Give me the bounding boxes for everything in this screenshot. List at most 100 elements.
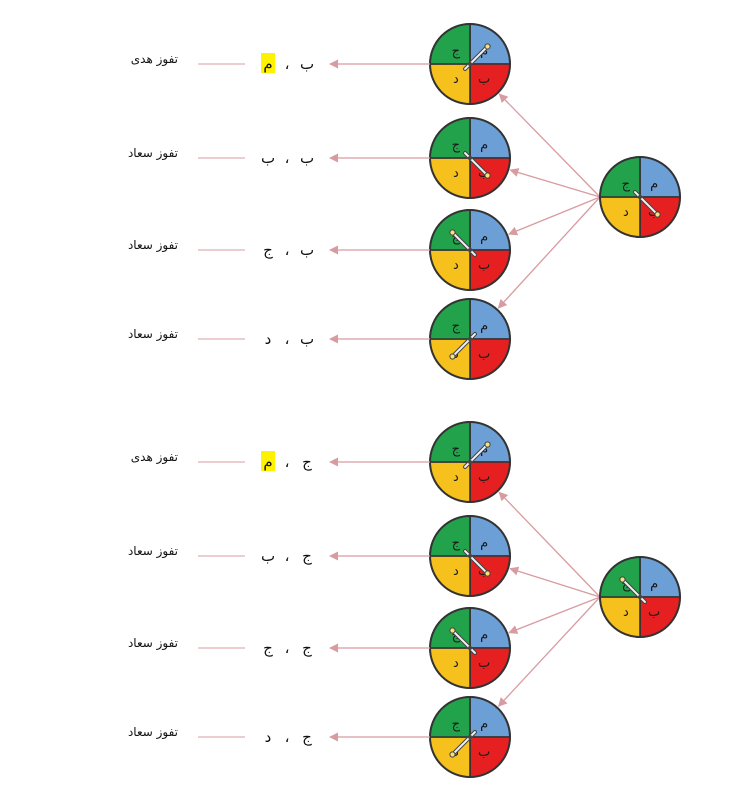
sector-label: ب (478, 258, 490, 273)
branch-arrow (508, 596, 601, 634)
result-label: تفوز سعاد (128, 327, 178, 342)
branch-arrow (509, 168, 601, 198)
sector-label: د (623, 605, 629, 620)
spinner-hub (468, 646, 472, 650)
sector-label: د (623, 205, 629, 220)
sector-label: ج (452, 138, 461, 153)
branch-arrow (497, 196, 601, 309)
pointer-tip (449, 353, 456, 360)
branch-arrow (497, 596, 601, 707)
outcome-first: ب (300, 149, 314, 167)
outcome-comma: ، (285, 728, 290, 746)
spinner-hub (468, 248, 472, 252)
pointer-tip (484, 172, 491, 179)
result-label: تفوز سعاد (128, 146, 178, 161)
sector-label: د (453, 258, 459, 273)
result-label: تفوز سعاد (128, 725, 178, 740)
outcome-second: د (265, 330, 272, 348)
sector-label: ج (622, 177, 631, 192)
outcome-first: ج (302, 639, 312, 658)
spinner-rim (599, 556, 681, 638)
sector-label: د (453, 656, 459, 671)
sector-label: ب (648, 605, 660, 620)
highlight-mark (261, 53, 275, 73)
branch-arrow (498, 491, 601, 598)
sector-label: ج (452, 442, 461, 457)
outcome-first: ب (300, 330, 314, 348)
sector-label: د (453, 564, 459, 579)
sector-label: م (650, 577, 658, 592)
sector-label: م (480, 319, 488, 334)
outcome-comma: ، (285, 241, 290, 259)
sector-label: د (453, 470, 459, 485)
result-label: تفوز سعاد (128, 636, 178, 651)
sector-label: د (453, 166, 459, 181)
sector-label: ب (478, 72, 490, 87)
outcome-second: م (263, 55, 272, 73)
outcome-second: د (265, 728, 272, 746)
sector-label: م (480, 536, 488, 551)
sector-label: م (480, 230, 488, 245)
sector-label: م (480, 717, 488, 732)
outcome-comma: ، (285, 639, 290, 657)
outcome-second: ب (261, 547, 275, 565)
sector-label: د (453, 72, 459, 87)
sector-label: ب (478, 470, 490, 485)
outcome-comma: ، (285, 330, 290, 348)
result-label: تفوز هدى (131, 52, 178, 67)
pointer-tip (449, 751, 456, 758)
sector-label: م (480, 628, 488, 643)
sector-label: ج (452, 717, 461, 732)
sector-label: ج (452, 536, 461, 551)
spinner-hub (468, 156, 472, 160)
pointer-tip (484, 570, 491, 577)
outcome-second: ج (263, 639, 273, 658)
pointer-tip (449, 627, 456, 634)
sector-label: ج (452, 319, 461, 334)
outcome-first: ج (302, 728, 312, 747)
result-label: تفوز هدى (131, 450, 178, 465)
outcome-first: ج (302, 547, 312, 566)
outcome-first: ب (300, 241, 314, 259)
result-label: تفوز سعاد (128, 238, 178, 253)
outcome-comma: ، (285, 453, 290, 471)
pointer-tip (484, 43, 491, 50)
spinner-hub (468, 735, 472, 739)
pointer-tip (619, 576, 626, 583)
spinner-hub (468, 62, 472, 66)
sector-label: ب (478, 347, 490, 362)
pointer-tip (449, 229, 456, 236)
sector-label: م (480, 138, 488, 153)
outcome-comma: ، (285, 149, 290, 167)
sector-label: ب (478, 656, 490, 671)
outcome-first: ج (302, 453, 312, 472)
spinner-hub (468, 337, 472, 341)
pointer-tip (654, 211, 661, 218)
result-label: تفوز سعاد (128, 544, 178, 559)
branch-arrow (508, 196, 601, 236)
spinner-rim (599, 156, 681, 238)
sector-label: ب (478, 745, 490, 760)
outcome-comma: ، (285, 547, 290, 565)
outcome-second: م (263, 453, 272, 471)
spinner-hub (638, 595, 642, 599)
pointer-tip (484, 441, 491, 448)
sector-label: ج (452, 44, 461, 59)
branch-arrow (509, 566, 601, 598)
spinner-hub (468, 460, 472, 464)
highlight-mark (261, 451, 275, 471)
outcome-second: ج (263, 241, 273, 260)
branch-arrow (498, 93, 601, 198)
spinner-hub (638, 195, 642, 199)
